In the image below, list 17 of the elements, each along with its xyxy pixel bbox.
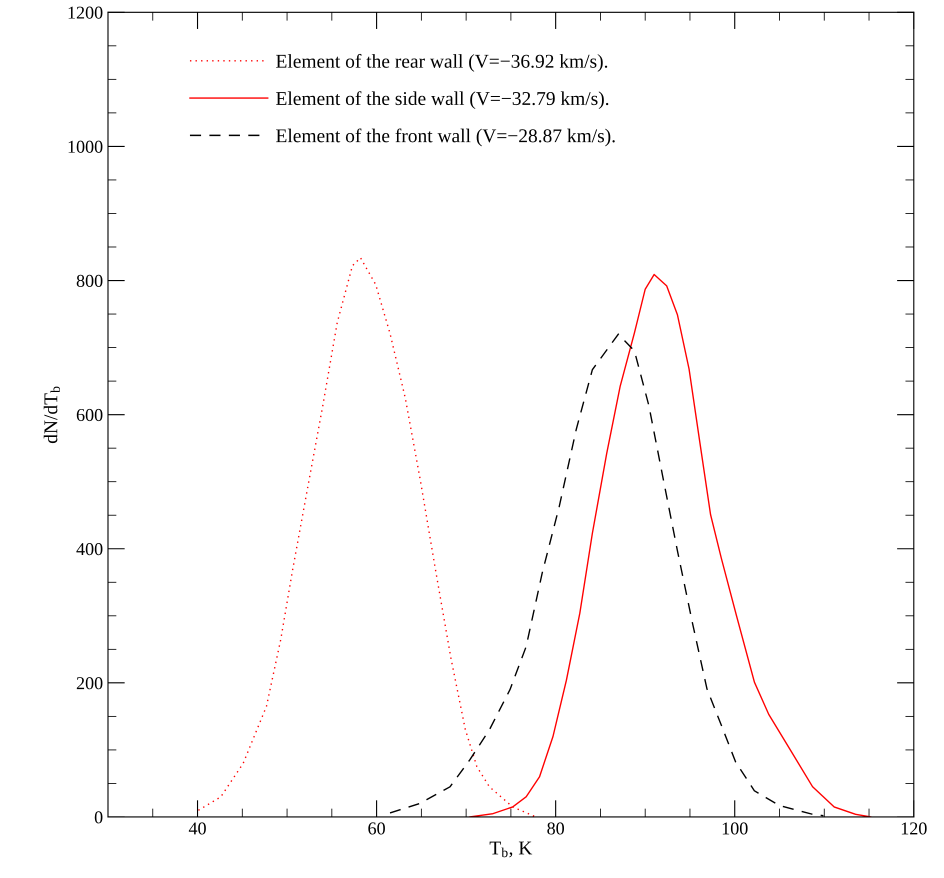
y-tick-label: 600 bbox=[76, 408, 102, 422]
legend-label: Element of the front wall (V=−28.87 km/s). bbox=[276, 128, 615, 146]
x-tick-label: 80 bbox=[547, 822, 564, 835]
y-axis-title: dN/dT$_{b}$ bbox=[44, 386, 60, 444]
x-tick-label: 100 bbox=[722, 822, 748, 835]
y-tick-label: 800 bbox=[76, 274, 102, 287]
legend-label: Element of the side wall (V=−32.79 km/s). bbox=[276, 91, 608, 110]
x-tick-label: 60 bbox=[368, 822, 385, 835]
legend-label: Element of the rear wall (V=−36.92 km/s). bbox=[276, 54, 608, 72]
y-tick-label: 1200 bbox=[68, 6, 102, 19]
y-tick-label: 200 bbox=[76, 677, 102, 690]
x-tick-label: 120 bbox=[902, 822, 927, 835]
y-tick-label: 400 bbox=[76, 543, 102, 556]
y-tick-label: 1000 bbox=[68, 140, 102, 153]
x-tick-label: 40 bbox=[188, 822, 206, 835]
x-axis-title: T$_{b}$, K bbox=[490, 842, 532, 858]
y-tick-label: 0 bbox=[94, 811, 102, 824]
